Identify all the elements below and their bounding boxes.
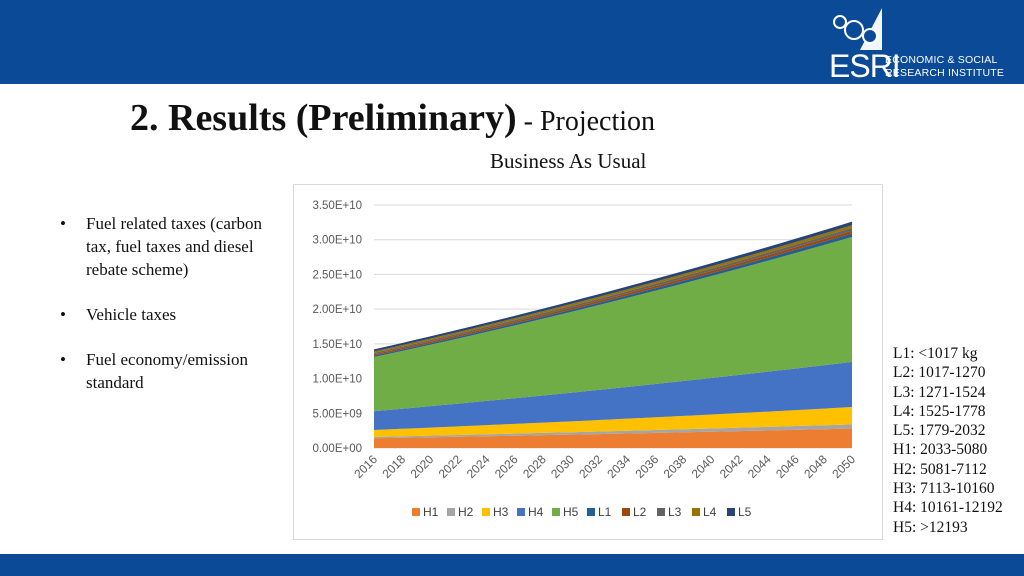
x-tick-label: 2038	[661, 452, 690, 481]
area-series-H4	[374, 361, 852, 430]
y-tick-label: 5.00E+09	[312, 408, 362, 420]
legend-label-H3: H3	[493, 505, 509, 519]
bullet-item: Vehicle taxes	[58, 303, 278, 326]
slide-title: 2. Results (Preliminary) - Projection	[130, 96, 655, 140]
weight-class-item: L1: <1017 kg	[893, 345, 978, 362]
chart-frame: 0.00E+00 5.00E+09 1.00E+10 1.50E+10 2.00E+10…	[293, 184, 883, 540]
x-tick-label: 2044	[745, 452, 774, 481]
x-tick-label: 2030	[548, 452, 577, 481]
legend-label-L5: L5	[738, 505, 752, 519]
weight-class-item: L5: 1779-2032	[893, 422, 986, 440]
x-tick-label: 2034	[604, 452, 633, 481]
weight-class-item: H3: 7113-10160	[893, 480, 995, 498]
x-tick-label: 2020	[408, 452, 437, 481]
area-series-H1	[374, 428, 852, 448]
legend-swatch-H4	[517, 508, 525, 516]
x-tick-label: 2024	[464, 452, 493, 481]
legend-label-H1: H1	[423, 505, 439, 519]
logo-emblem-icon	[833, 8, 882, 50]
x-tick-label: 2040	[689, 452, 718, 481]
x-tick-label: 2046	[773, 452, 802, 481]
slide-title-main: 2. Results (Preliminary)	[130, 97, 517, 139]
logo-wordmark: ESRI	[829, 48, 901, 84]
y-tick-label: 2.00E+10	[312, 304, 362, 316]
weight-class-key: L1: <1017 kg L2: 1017-1270 L3: 1271-1524…	[893, 344, 1003, 537]
x-tick-label: 2016	[351, 452, 380, 481]
legend-label-H5: H5	[563, 505, 579, 519]
x-tick-label: 2048	[801, 452, 830, 481]
y-tick-label: 2.50E+10	[312, 269, 362, 281]
legend-swatch-L2	[622, 508, 630, 516]
x-tick-label: 2032	[576, 452, 605, 481]
legend-swatch-L4	[692, 508, 700, 516]
legend-label-L4: L4	[703, 505, 717, 519]
legend-label-H4: H4	[528, 505, 544, 519]
logo-line-2: RESEARCH INSTITUTE	[885, 67, 1005, 79]
legend-swatch-H5	[552, 508, 560, 516]
bullet-item: Fuel related taxes (carbon tax, fuel tax…	[58, 212, 278, 281]
legend-label-L1: L1	[598, 505, 612, 519]
weight-class-item: H1: 2033-5080	[893, 441, 988, 459]
legend-swatch-L5	[727, 508, 735, 516]
slide-title-suffix: - Projection	[516, 106, 656, 137]
legend-label-H2: H2	[458, 505, 474, 519]
legend-swatch-L3	[657, 508, 665, 516]
legend-swatch-H1	[412, 508, 420, 516]
stacked-area-chart: 0.00E+00 5.00E+09 1.00E+10 1.50E+10 2.00E+10…	[312, 200, 858, 519]
scenario-label: Business As Usual	[490, 149, 647, 173]
legend-label-L2: L2	[633, 505, 647, 519]
y-tick-label: 0.00E+00	[312, 443, 362, 455]
area-series-H3	[374, 407, 852, 437]
y-tick-label: 3.00E+10	[312, 235, 362, 247]
logo-line-1: ECONOMIC & SOCIAL	[885, 54, 998, 66]
x-tick-label: 2042	[717, 452, 746, 481]
legend-swatch-H2	[447, 508, 455, 516]
weight-class-item: H4: 10161-12192	[893, 499, 1003, 517]
weight-class-item: H5: >12193	[893, 518, 968, 536]
weight-class-item: L3: 1271-1524	[893, 383, 986, 401]
legend-swatch-L1	[587, 508, 595, 516]
area-series-H2	[374, 424, 852, 439]
x-tick-label: 2022	[436, 452, 465, 481]
x-tick-label: 2050	[829, 452, 858, 481]
y-tick-label: 1.00E+10	[312, 374, 362, 386]
x-tick-label: 2028	[520, 452, 549, 481]
logo-institute-name: ECONOMIC & SOCIAL RESEARCH INSTITUTE	[885, 54, 1004, 80]
y-tick-label: 1.50E+10	[312, 339, 362, 351]
area-series-L5	[374, 221, 852, 352]
x-tick-label: 2036	[633, 452, 662, 481]
weight-class-item: L4: 1525-1778	[893, 402, 986, 420]
bullet-item: Fuel economy/emission standard	[58, 348, 278, 394]
x-tick-label: 2026	[492, 452, 521, 481]
bullet-list: Fuel related taxes (carbon tax, fuel tax…	[58, 212, 278, 416]
legend-swatch-H3	[482, 508, 490, 516]
bottom-banner	[0, 554, 1024, 576]
y-tick-label: 3.50E+10	[312, 200, 362, 212]
legend-label-L3: L3	[668, 505, 682, 519]
x-tick-label: 2018	[379, 452, 408, 481]
esri-logo: ESRI ECONOMIC & SOCIAL RESEARCH INSTITUT…	[822, 0, 1024, 84]
area-series-H5	[374, 236, 852, 412]
weight-class-item: H2: 5081-7112	[893, 460, 987, 478]
weight-class-item: L2: 1017-1270	[893, 364, 986, 382]
